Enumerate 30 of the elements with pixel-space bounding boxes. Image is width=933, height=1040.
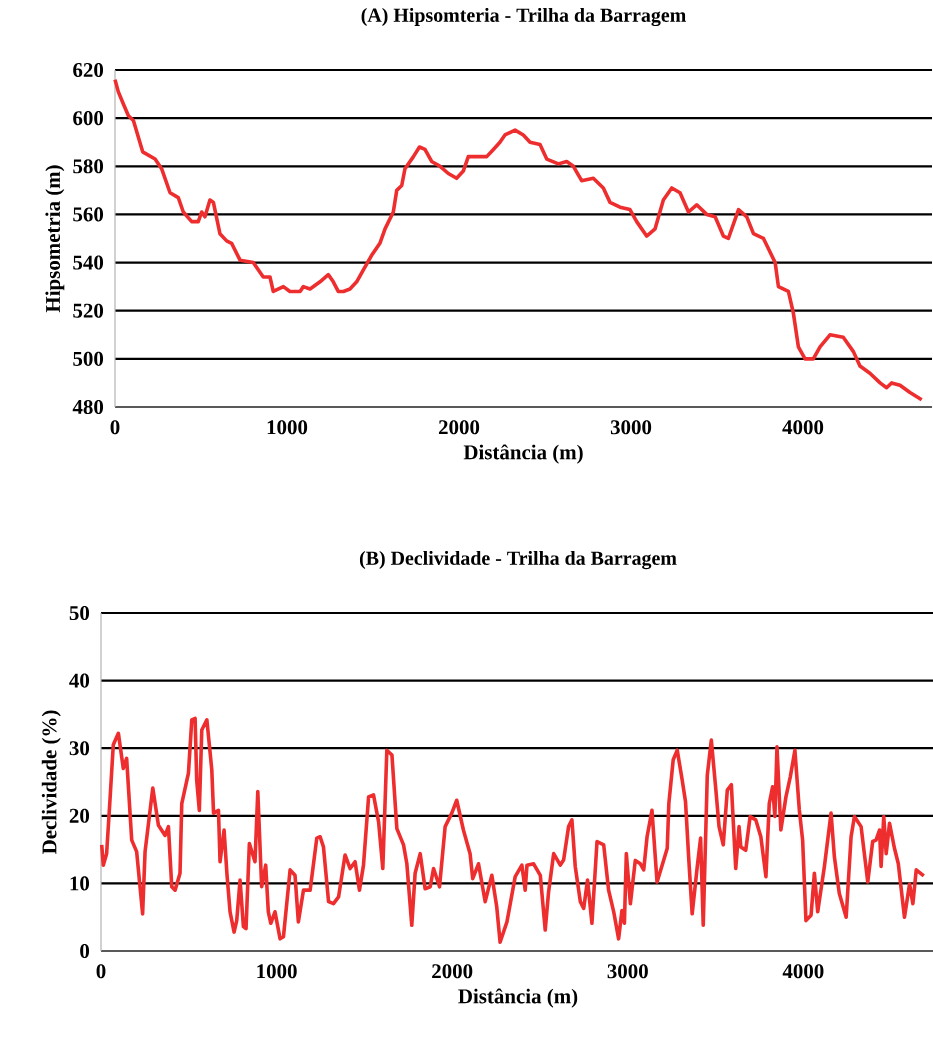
x-tick-label: 1000 <box>257 964 297 979</box>
y-tick-label: 520 <box>73 303 104 318</box>
y-tick-label: 20 <box>69 808 90 823</box>
y-axis-title: Declividade (%) <box>41 710 61 854</box>
x-tick-label: 3000 <box>607 964 648 979</box>
x-tick-label: 2000 <box>432 964 473 979</box>
y-tick-label: 580 <box>73 159 104 174</box>
chart-title: (B) Declividade - Trilha da Barragem <box>359 550 677 570</box>
y-tick-label: 0 <box>80 943 90 959</box>
y-axis-title: Hipsometria (m) <box>45 165 65 313</box>
x-axis-title: Distância (m) <box>458 988 578 1008</box>
y-tick-label: 540 <box>73 255 104 270</box>
y-tick-label: 40 <box>69 673 90 688</box>
y-tick-label: 560 <box>73 207 104 222</box>
x-tick-label: 2000 <box>438 420 480 435</box>
y-tick-label: 30 <box>69 741 90 756</box>
x-tick-label: 4000 <box>782 420 824 435</box>
y-tick-label: 500 <box>73 351 104 366</box>
y-tick-label: 480 <box>72 399 104 415</box>
x-tick-label: 0 <box>110 420 120 435</box>
y-tick-label: 600 <box>73 111 104 126</box>
line-series <box>99 716 926 945</box>
y-tick-label: 620 <box>73 62 104 78</box>
x-axis-title: Distância (m) <box>463 444 583 464</box>
y-tick-label: 50 <box>69 605 90 621</box>
x-tick-label: 3000 <box>610 420 652 435</box>
x-tick-label: 4000 <box>782 964 824 979</box>
chart-title: (A) Hipsomteria - Trilha da Barragem <box>361 7 686 27</box>
y-tick-label: 10 <box>70 876 90 891</box>
x-tick-label: 1000 <box>267 420 308 435</box>
